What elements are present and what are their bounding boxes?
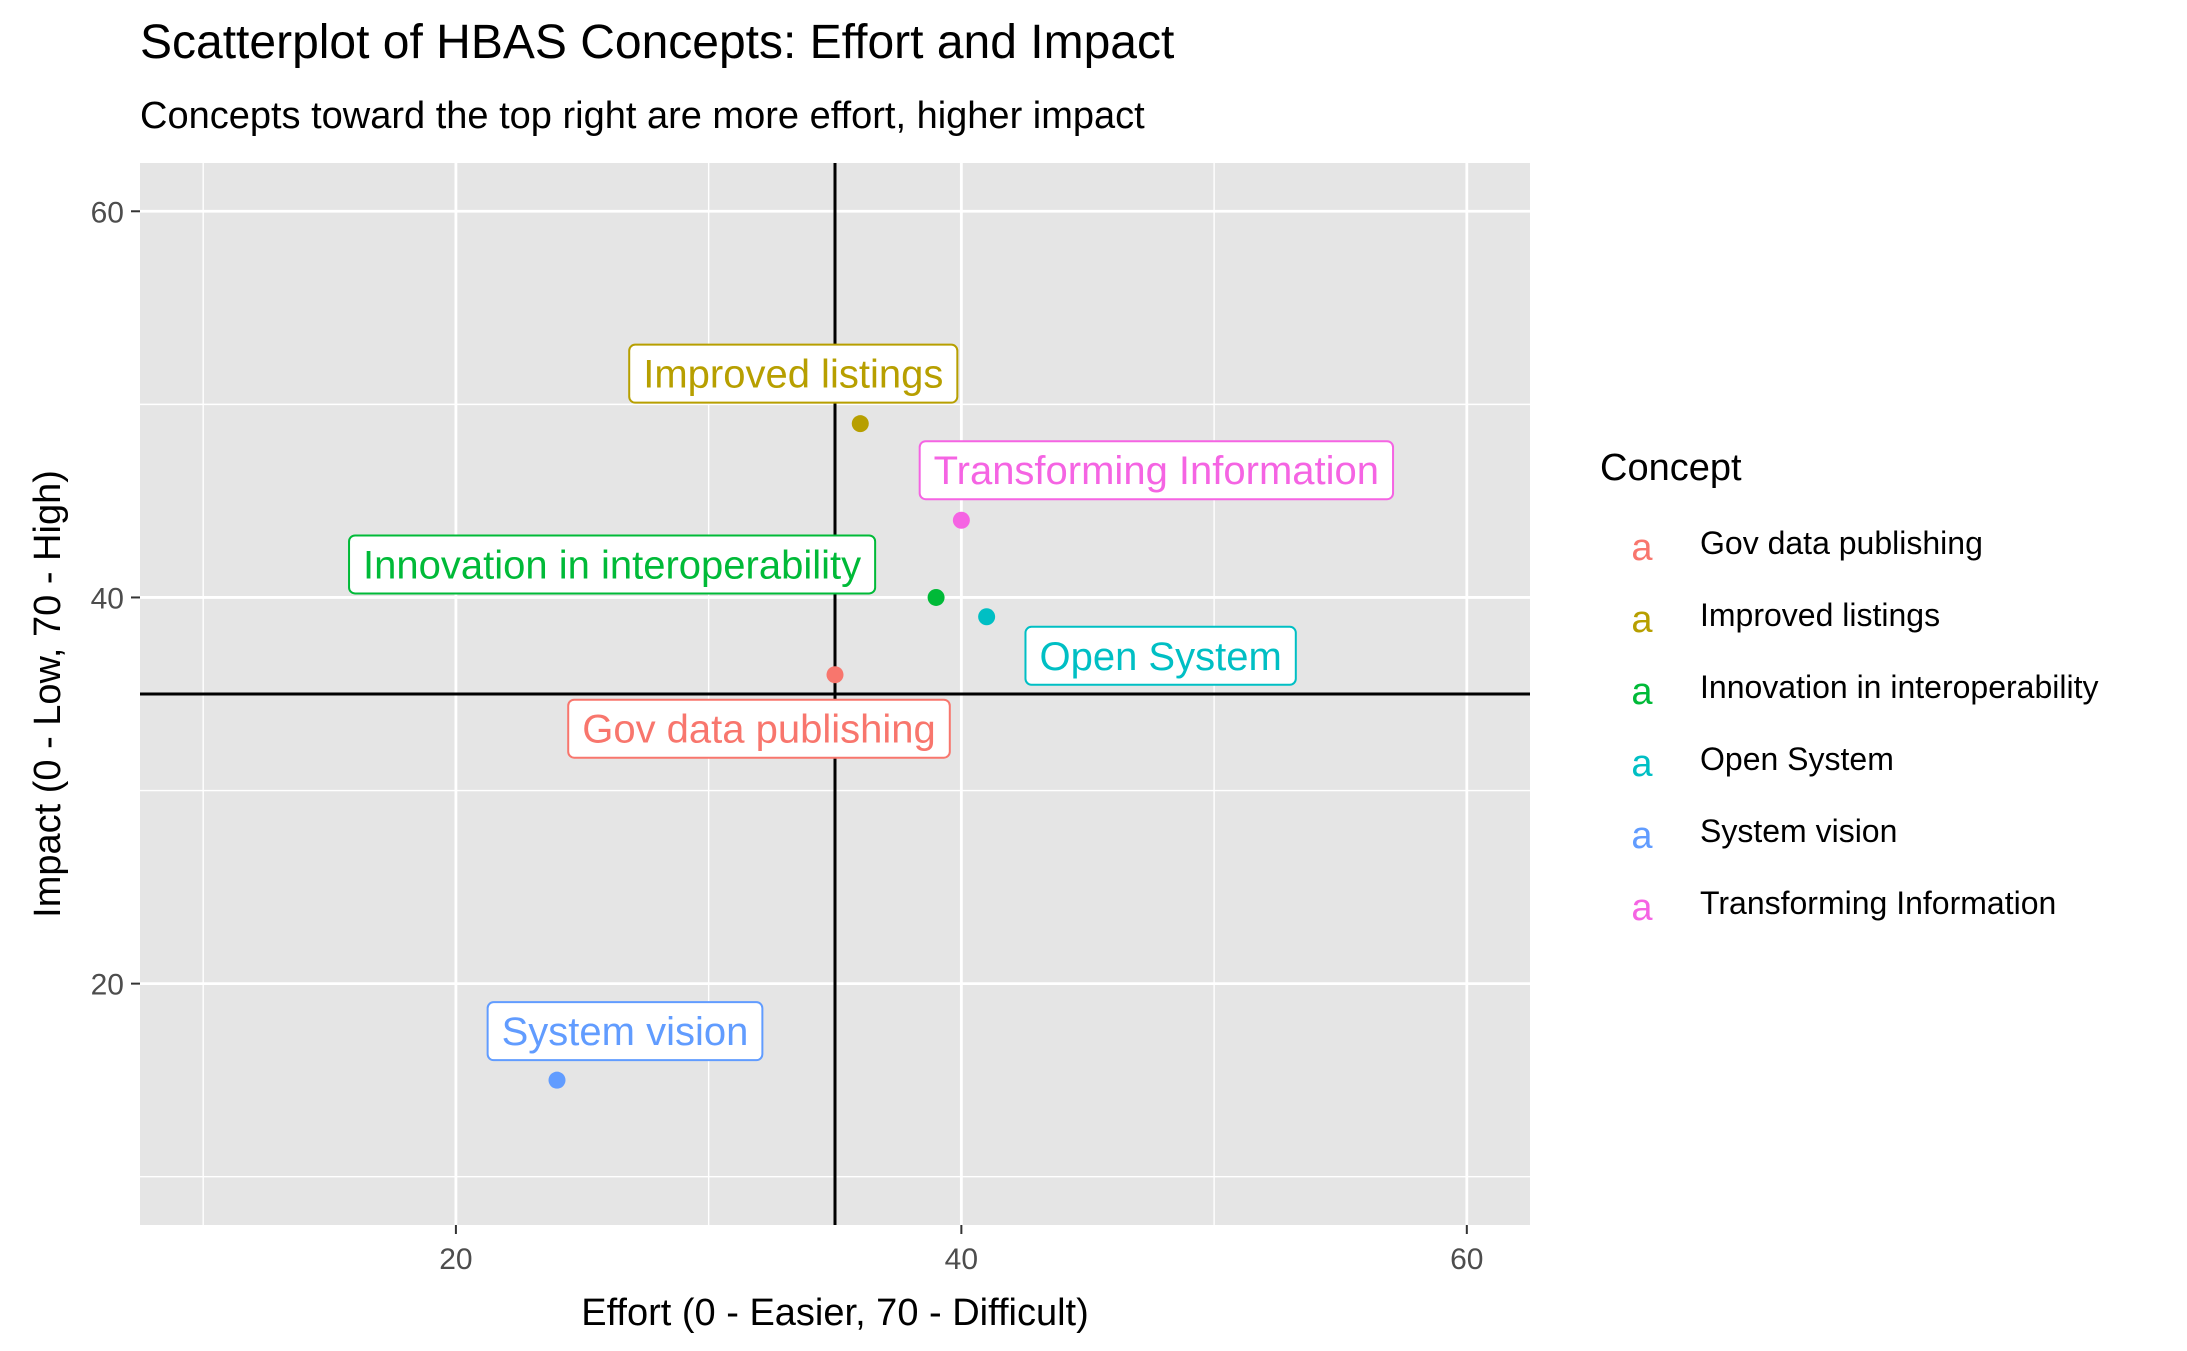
legend-title: Concept bbox=[1600, 447, 1742, 489]
x-tick-label: 20 bbox=[439, 1243, 472, 1276]
point-label: System vision bbox=[486, 1001, 764, 1062]
point-label-box bbox=[1024, 625, 1297, 686]
legend-key-glyph: a bbox=[1631, 599, 1653, 641]
point-label-box bbox=[348, 534, 877, 595]
x-axis-title: Effort (0 - Easier, 70 - Difficult) bbox=[581, 1292, 1089, 1334]
point-label: Transforming Information bbox=[918, 440, 1395, 501]
legend-entry-label: System vision bbox=[1700, 813, 1897, 849]
point-label-text: System vision bbox=[502, 1010, 749, 1054]
point-label-text: Improved listings bbox=[643, 353, 943, 397]
x-tick-label: 60 bbox=[1450, 1243, 1483, 1276]
data-point bbox=[548, 1071, 566, 1089]
legend-items: a Gov data publishing a Improved listings a I… bbox=[1631, 525, 2098, 929]
legend: Concept a Gov data publishing a Improved li… bbox=[1600, 447, 2098, 929]
reference-lines bbox=[140, 163, 1530, 1225]
point-label-box bbox=[628, 343, 959, 404]
point-label-box bbox=[486, 1001, 764, 1062]
legend-entry-label: Open System bbox=[1700, 741, 1894, 777]
chart-title: Scatterplot of HBAS Concepts: Effort and… bbox=[140, 16, 1174, 69]
legend-entry-label: Transforming Information bbox=[1700, 885, 2056, 921]
legend-key-glyph: a bbox=[1631, 815, 1653, 857]
legend-entry-label: Innovation in interoperability bbox=[1700, 669, 2098, 705]
data-point bbox=[826, 666, 844, 684]
y-tick-label: 20 bbox=[91, 969, 124, 1002]
legend-entry-label: Improved listings bbox=[1700, 597, 1940, 633]
point-label: Innovation in interoperability bbox=[348, 534, 877, 595]
y-tick-label: 60 bbox=[91, 196, 124, 229]
point-label-text: Open System bbox=[1039, 635, 1281, 679]
point-label-text: Innovation in interoperability bbox=[363, 543, 861, 587]
point-label: Open System bbox=[1024, 625, 1297, 686]
data-point bbox=[851, 415, 869, 433]
legend-key-glyph: a bbox=[1631, 527, 1653, 569]
point-label: Improved listings bbox=[628, 343, 959, 404]
data-point bbox=[978, 608, 996, 626]
point-label-box bbox=[918, 440, 1395, 501]
legend-key-glyph: a bbox=[1631, 743, 1653, 785]
point-label-text: Transforming Information bbox=[934, 449, 1379, 493]
point-label: Gov data publishing bbox=[567, 698, 951, 759]
data-point bbox=[927, 588, 945, 606]
legend-key-glyph: a bbox=[1631, 887, 1653, 929]
point-labels: Gov data publishing Improved listings Inno… bbox=[348, 343, 1395, 1062]
x-tick-label: 40 bbox=[945, 1243, 978, 1276]
axes: 20 40 60 20 40 60 bbox=[91, 196, 1484, 1276]
data-point bbox=[952, 511, 970, 529]
legend-key-glyph: a bbox=[1631, 671, 1653, 713]
y-tick-label: 40 bbox=[91, 582, 124, 615]
data-points bbox=[548, 415, 996, 1089]
legend-entry-label: Gov data publishing bbox=[1700, 525, 1983, 561]
y-axis-title: Impact (0 - Low, 70 - High) bbox=[27, 470, 69, 918]
point-label-box bbox=[567, 698, 951, 759]
point-label-text: Gov data publishing bbox=[582, 708, 936, 752]
chart-subtitle: Concepts toward the top right are more e… bbox=[140, 95, 1145, 137]
